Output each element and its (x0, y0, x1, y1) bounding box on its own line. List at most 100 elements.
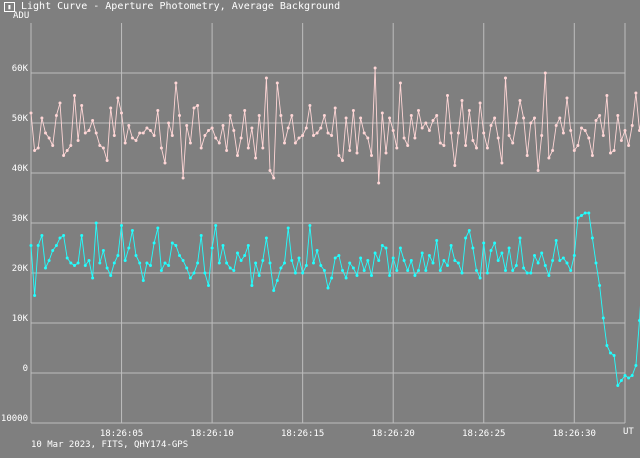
data-point (264, 236, 268, 240)
data-point (377, 181, 381, 185)
data-point (47, 259, 51, 262)
data-point (634, 364, 638, 367)
data-point (293, 271, 297, 275)
data-point (525, 154, 529, 157)
data-point (145, 261, 149, 265)
data-point (279, 114, 283, 117)
chart-app-icon[interactable]: ▮ (4, 2, 15, 12)
data-point (254, 261, 258, 265)
data-point (333, 256, 337, 260)
data-point (264, 76, 268, 80)
data-point (149, 264, 152, 267)
data-point (616, 384, 620, 387)
data-point (341, 269, 344, 272)
data-point (569, 129, 573, 132)
data-point (471, 139, 475, 142)
data-point (254, 156, 258, 160)
data-point (65, 149, 69, 152)
data-point (272, 289, 276, 292)
data-point (529, 271, 533, 275)
data-point (605, 344, 609, 347)
data-point (138, 131, 142, 135)
data-point (623, 129, 627, 132)
data-point (435, 114, 439, 117)
data-point (572, 149, 576, 152)
data-point (94, 221, 98, 225)
data-point (547, 156, 551, 160)
data-point (62, 154, 66, 157)
data-point (326, 131, 330, 135)
data-point (482, 241, 486, 245)
data-point (489, 124, 493, 127)
data-point (297, 136, 301, 140)
y-tick-label: 40K (12, 164, 29, 174)
data-point (145, 126, 149, 130)
data-point (337, 254, 341, 257)
data-point (322, 269, 326, 272)
data-point (554, 124, 558, 127)
data-point (268, 261, 272, 265)
data-point (580, 214, 583, 217)
data-point (493, 116, 497, 120)
data-point (203, 134, 207, 137)
data-point (141, 279, 145, 282)
data-point (40, 116, 44, 120)
data-point (312, 134, 315, 137)
data-point (217, 261, 221, 265)
data-point (576, 216, 580, 220)
data-point (612, 354, 616, 357)
window-title: Light Curve - Aperture Photometry, Avera… (21, 1, 341, 12)
x-tick-label: 18:26:15 (281, 429, 324, 439)
data-point (442, 259, 446, 262)
series-lower (29, 211, 640, 387)
data-point (496, 259, 500, 262)
data-point (120, 111, 123, 115)
data-point (449, 131, 453, 135)
data-point (598, 284, 602, 287)
data-point (609, 151, 612, 155)
data-point (464, 236, 468, 240)
data-point (221, 244, 225, 247)
series-upper (29, 66, 640, 185)
series-lower-line (30, 212, 640, 387)
data-point (51, 249, 55, 252)
data-point (438, 141, 442, 145)
data-point (76, 139, 80, 142)
data-point (536, 261, 540, 265)
data-point (123, 141, 127, 145)
data-point (319, 126, 323, 130)
data-point (167, 121, 171, 125)
data-point (199, 234, 203, 237)
data-point (214, 224, 218, 227)
data-point (333, 106, 337, 110)
data-point (178, 114, 181, 117)
data-point (366, 259, 370, 262)
data-point (341, 159, 344, 162)
data-point (73, 94, 76, 97)
data-point (391, 256, 395, 260)
data-point (330, 134, 334, 137)
data-point (69, 144, 73, 147)
data-point (105, 159, 109, 162)
data-point (500, 251, 504, 255)
data-point (246, 244, 250, 247)
data-point (297, 256, 301, 260)
data-point (522, 266, 526, 270)
data-point (453, 259, 457, 262)
data-point (29, 244, 33, 247)
data-point (471, 246, 475, 250)
data-point (551, 259, 555, 262)
data-point (167, 264, 171, 267)
data-point (427, 254, 431, 257)
data-point (420, 251, 424, 255)
data-point (572, 254, 576, 257)
data-point (196, 261, 200, 265)
data-point (525, 271, 529, 275)
data-point (319, 264, 323, 267)
data-point (159, 269, 163, 272)
data-point (446, 264, 449, 267)
data-point (453, 164, 457, 167)
data-point (417, 269, 420, 272)
data-point (83, 264, 87, 267)
